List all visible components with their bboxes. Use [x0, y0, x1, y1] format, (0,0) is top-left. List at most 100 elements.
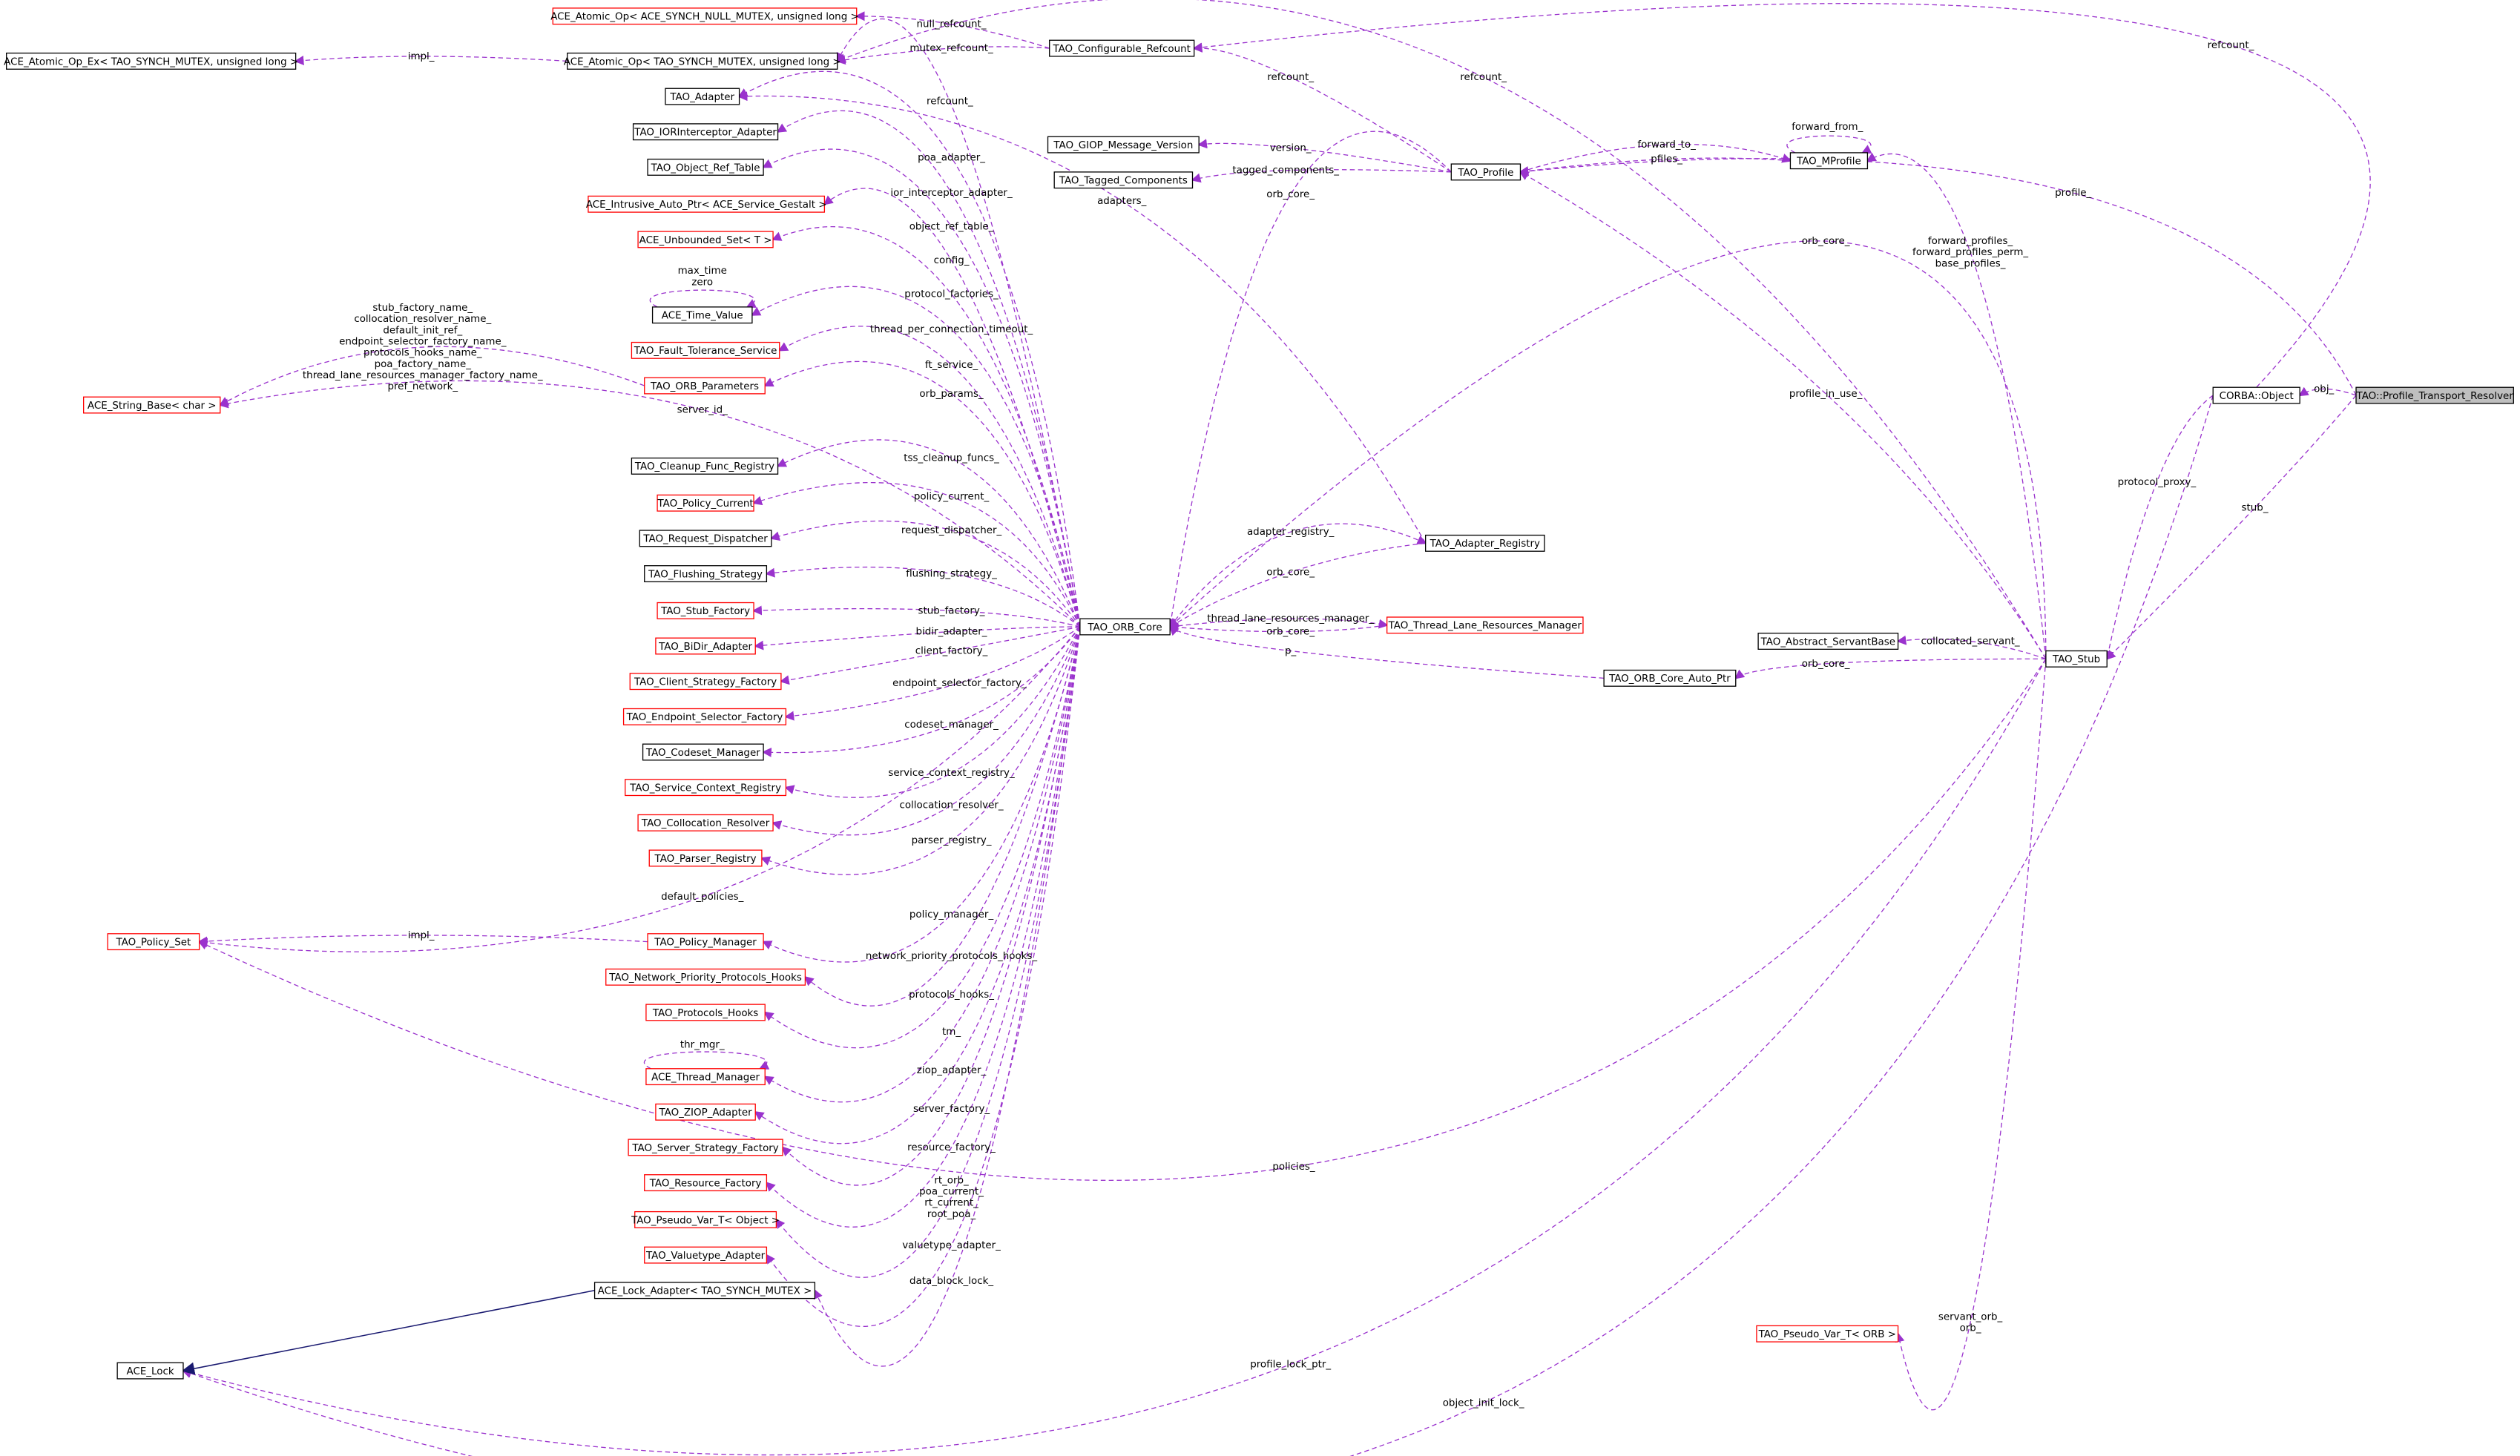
class-box: [605, 968, 806, 986]
collaboration-edge: [784, 626, 1081, 721]
class-label: TAO_IORInterceptor_Adapter: [634, 128, 777, 139]
class-label: TAO_GIOP_Message_Version: [1053, 140, 1193, 151]
edge-label: collocated_servant_: [1921, 636, 2020, 648]
class-label: TAO_Pseudo_Var_T< ORB >: [1758, 1329, 1896, 1340]
class-box: [1789, 152, 1869, 170]
class-label: TAO_Adapter_Registry: [1430, 538, 1540, 550]
collaboration-edge: [2105, 395, 2357, 660]
collaboration-edge: [1169, 523, 1427, 627]
edge-label: thread_lane_resources_manager_factory_na…: [303, 370, 543, 381]
edge-label: obj_: [2314, 383, 2334, 395]
collaboration-edge: [765, 626, 1081, 1228]
class-box: [629, 673, 782, 691]
class-box: [1756, 1325, 1899, 1343]
edge-label: stub_factory_: [918, 605, 985, 616]
class-label: ACE_Thread_Manager: [651, 1072, 760, 1083]
edge-label: rt_current_: [924, 1198, 978, 1209]
edge-label: max_time: [678, 266, 727, 277]
class-box: [648, 849, 763, 867]
edge-label: impl_: [408, 930, 435, 941]
edge-label: version_: [1270, 142, 1312, 154]
edge-label: zero: [691, 277, 713, 288]
class-label: TAO_BiDir_Adapter: [658, 642, 752, 653]
edge-label: adapter_registry_: [1247, 527, 1335, 538]
class-label: TAO_Fault_Tolerance_Service: [634, 346, 777, 357]
edge-label: server_factory_: [913, 1104, 990, 1115]
class-label: ACE_Lock: [127, 1366, 174, 1377]
class-label: CORBA::Object: [2220, 391, 2294, 402]
class-label: ACE_Lock_Adapter< TAO_SYNCH_MUTEX >: [598, 1286, 812, 1297]
collaboration-edge: [1170, 618, 1389, 629]
class-box: [552, 7, 858, 25]
collaboration-edge: [776, 110, 1081, 627]
class-box: [1386, 616, 1584, 634]
class-box: [622, 708, 787, 725]
edge-label: refcount_: [1460, 72, 1507, 83]
class-box: [651, 306, 753, 324]
edge-label: network_priority_protocols_hooks_: [866, 951, 1038, 962]
edge-label: default_policies_: [661, 892, 743, 903]
collaboration-edge: [1168, 622, 1387, 633]
collaboration-edge: [813, 626, 1081, 1367]
class-label: TAO_Object_Ref_Table: [651, 162, 760, 174]
class-box: [1049, 39, 1195, 57]
collaboration-edge: [1520, 143, 1792, 173]
edge-label: protocol_factories_: [904, 289, 999, 300]
collaboration-edge: [762, 626, 1081, 963]
class-box: [116, 1362, 184, 1380]
class-label: ACE_Intrusive_Auto_Ptr< ACE_Service_Gest…: [586, 200, 827, 211]
collaboration-edge: [784, 626, 1081, 798]
edge-label: rt_orb_: [934, 1175, 969, 1186]
edge-label: orb_: [1960, 1323, 1981, 1334]
class-box: [83, 396, 221, 414]
collaboration-edge: [761, 626, 1081, 757]
class-label: TAO_ORB_Core: [1087, 622, 1162, 633]
edge-label: base_profiles_: [1935, 258, 2006, 269]
collaboration-edge: [1191, 169, 1452, 183]
class-box: [665, 88, 740, 105]
edge-label: pref_network_: [387, 381, 458, 392]
edge-label: profile_lock_ptr_: [1250, 1359, 1331, 1370]
collaboration-edge: [1734, 658, 2046, 679]
collaboration-edge: [218, 346, 645, 406]
class-label: TAO_Tagged_Components: [1059, 176, 1188, 187]
collaboration-edge: [1192, 3, 2371, 388]
edge-label: collocation_resolver_: [899, 800, 1003, 811]
class-label: TAO_Configurable_Refcount: [1052, 44, 1190, 55]
collaboration-edge: [766, 626, 1081, 1327]
edge-label: default_init_ref_: [383, 325, 462, 336]
class-box: [567, 52, 838, 70]
class-label: TAO_Client_Strategy_Factory: [634, 677, 777, 688]
class-label: TAO_Cleanup_Func_Registry: [634, 461, 774, 472]
edge-label: tss_cleanup_funcs_: [904, 453, 999, 464]
class-label: TAO_ORB_Core_Auto_Ptr: [1608, 673, 1731, 685]
edge-label: thread_lane_resources_manager_: [1207, 613, 1374, 625]
class-box: [644, 1246, 768, 1264]
class-label: TAO_Parser_Registry: [654, 854, 757, 865]
edge-label: orb_core_: [1266, 567, 1315, 578]
class-box: [655, 637, 756, 655]
collaboration-edge: [197, 658, 2047, 1181]
edge-label: thr_mgr_: [680, 1039, 725, 1050]
collaboration-edge: [835, 0, 2047, 659]
collaboration-edge: [765, 567, 1081, 627]
collaboration-edge: [772, 226, 1081, 627]
class-box: [631, 457, 779, 475]
collaboration-edge: [1168, 625, 1605, 679]
class-box: [645, 1068, 766, 1086]
class-label: TAO_Stub_Factory: [660, 606, 750, 617]
collaboration-edge: [763, 626, 1081, 1049]
collaboration-edge: [2298, 386, 2357, 397]
edge-label: null_refcount_: [917, 19, 987, 30]
class-label: TAO_Pseudo_Var_T< Object >: [631, 1215, 780, 1226]
class-label: TAO_Thread_Lane_Resources_Manager: [1388, 621, 1582, 632]
class-label: TAO_Service_Context_Registry: [629, 783, 781, 794]
collaboration-edge: [1168, 542, 1426, 628]
class-box: [2355, 386, 2514, 404]
collaboration-edge: [777, 326, 1081, 627]
class-label: ACE_Atomic_Op_Ex< TAO_SYNCH_MUTEX, unsig…: [4, 56, 298, 67]
collaboration-edge: [1166, 131, 1452, 629]
edge-label: forward_from_: [1792, 122, 1863, 133]
edge-label: server_id_: [677, 405, 728, 416]
